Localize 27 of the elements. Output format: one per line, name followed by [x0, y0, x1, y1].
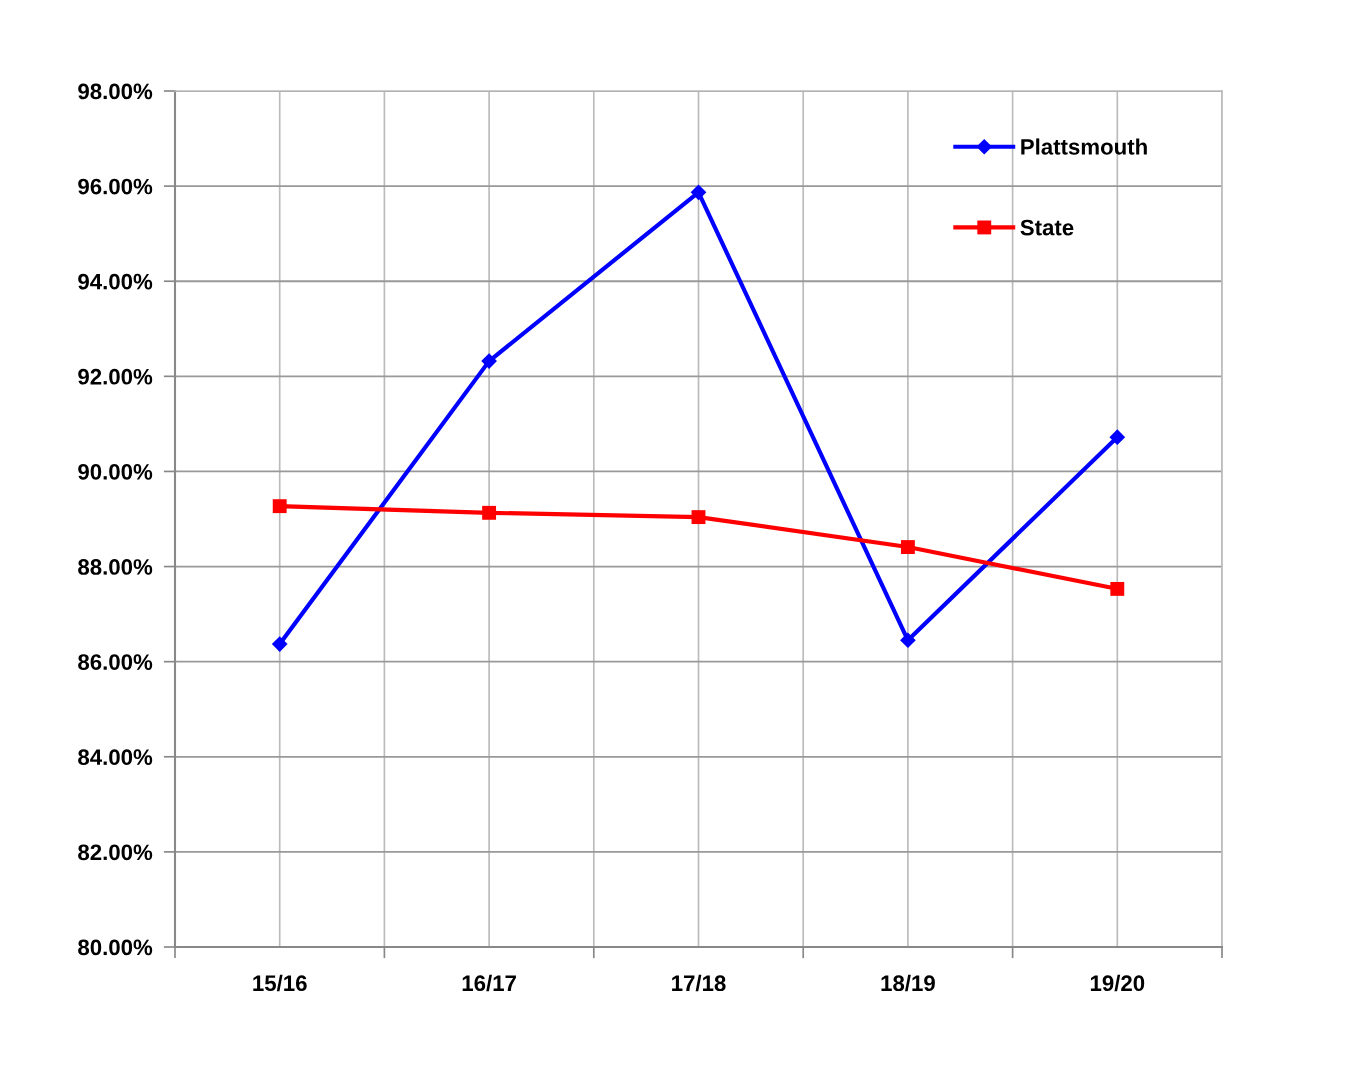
legend-label: Plattsmouth	[1021, 138, 1147, 155]
x-tick-label: 18/19	[881, 974, 935, 992]
y-tick-label: 92.00%	[78, 368, 153, 385]
point	[482, 505, 497, 520]
point	[900, 540, 915, 554]
y-tick-label: 80.00%	[78, 939, 153, 956]
point	[272, 499, 287, 514]
y-tick-label: 98.00%	[78, 83, 153, 100]
point	[691, 510, 706, 525]
x-tick-label: 19/20	[1090, 974, 1145, 992]
y-tick-label: 82.00%	[78, 844, 153, 861]
x-tick-label: 16/17	[462, 974, 516, 992]
y-tick-label: 94.00%	[78, 273, 153, 290]
x-tick-label: 15/16	[253, 974, 307, 992]
point	[1110, 581, 1125, 596]
y-tick-label: 84.00%	[78, 749, 153, 766]
y-tick-label: 86.00%	[78, 654, 153, 670]
y-tick-label: 96.00%	[78, 178, 153, 195]
y-tick-label: 90.00%	[78, 463, 153, 480]
legend-label: State	[1020, 219, 1074, 236]
point	[900, 632, 916, 649]
point	[481, 353, 497, 369]
point	[271, 636, 288, 652]
x-tick-label: 17/18	[672, 974, 726, 992]
y-tick-label: 88.00%	[78, 559, 153, 575]
point	[690, 184, 707, 201]
point	[1109, 429, 1126, 446]
